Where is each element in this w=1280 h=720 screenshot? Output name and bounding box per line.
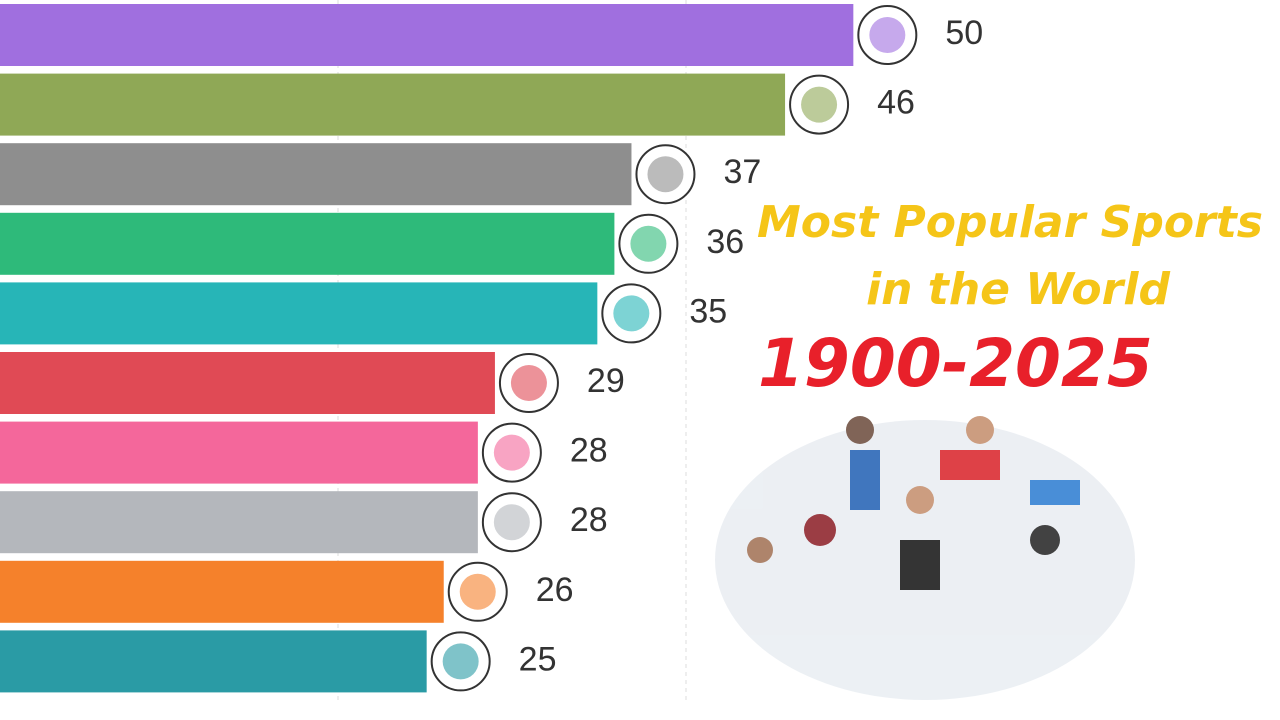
sport-icon: [493, 504, 530, 541]
chart-subtitle: 1900-2025: [758, 325, 1153, 402]
bar: [0, 212, 615, 275]
value-label: 28: [570, 501, 608, 539]
sport-icon: [493, 434, 530, 471]
value-label: 37: [723, 153, 761, 191]
bar: [0, 282, 598, 345]
sport-icon: [442, 643, 479, 680]
bar: [0, 73, 786, 136]
bar: [0, 560, 444, 623]
bar: [0, 4, 854, 66]
bar: [0, 143, 632, 206]
sport-icon: [613, 295, 650, 332]
sport-icon: [510, 365, 547, 401]
value-label: 50: [945, 14, 983, 52]
chart-title: Most Popular Sports: [757, 197, 1263, 248]
chart-title: in the World: [866, 264, 1170, 315]
value-label: 35: [689, 292, 727, 330]
sport-icon: [869, 17, 906, 53]
sport-icon: [630, 225, 667, 262]
bar: [0, 421, 478, 484]
value-label: 26: [536, 571, 574, 609]
value-label: 25: [519, 640, 557, 678]
athletes-image: [715, 416, 1135, 700]
bar: [0, 491, 478, 554]
bar: [0, 630, 427, 693]
sport-icon: [647, 156, 684, 193]
sport-icon: [801, 86, 838, 123]
value-label: 46: [877, 84, 915, 122]
value-label: 29: [587, 362, 625, 400]
value-label: 28: [570, 432, 608, 470]
value-label: 36: [706, 223, 744, 261]
sport-icon: [459, 573, 496, 610]
bar: [0, 352, 495, 414]
